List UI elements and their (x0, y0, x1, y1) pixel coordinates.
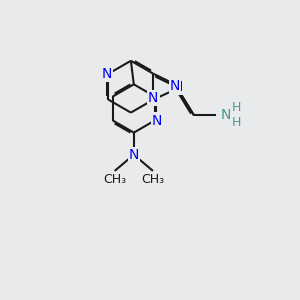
Text: CH₃: CH₃ (141, 173, 164, 186)
Text: H: H (232, 116, 241, 129)
Text: N: N (152, 114, 162, 128)
Text: H: H (232, 101, 241, 114)
Text: N: N (148, 91, 158, 105)
Text: N: N (170, 79, 180, 92)
Text: N: N (220, 108, 231, 122)
Text: N: N (102, 67, 112, 81)
Text: N: N (129, 148, 139, 162)
Text: CH₃: CH₃ (103, 173, 126, 186)
Text: N: N (173, 80, 183, 94)
